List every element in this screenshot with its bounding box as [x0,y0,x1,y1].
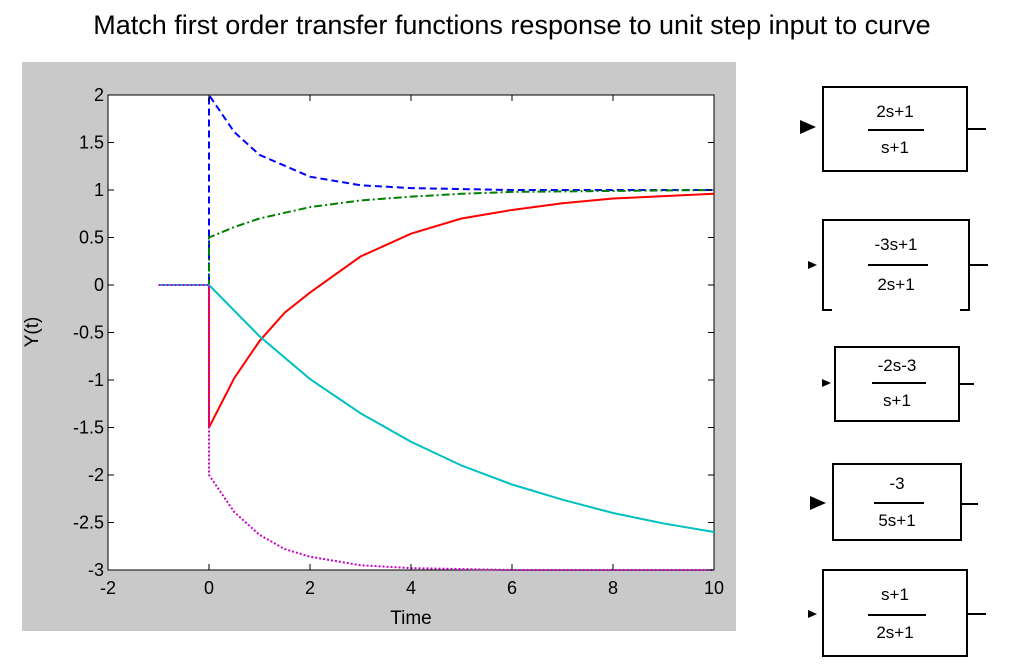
tf-denominator: 2s+1 [876,623,914,642]
fraction-bar [868,614,926,616]
tf-denominator: s+1 [881,138,909,157]
tf-denominator: s+1 [883,391,911,410]
fraction-bar [874,502,924,504]
y-tick-label: -0.5 [73,323,104,343]
x-tick-label: 8 [608,578,618,598]
series-line-3 [158,192,715,428]
tf-block-3[interactable]: -2s-3 s+1 [834,346,960,422]
input-arrow-icon [808,261,817,269]
tf-block-4[interactable]: -3 5s+1 [832,463,962,541]
output-wire [968,613,986,615]
fraction-bar [868,129,924,131]
y-tick-label: -1.5 [73,418,104,438]
step-response-chart: -2 0 2 4 6 8 10 2 1.5 1 0.5 0 -0.5 -1 -1.5 -2 -2.5 -3 Tim… [22,85,724,629]
tf-block-1[interactable]: 2s+1 s+1 [822,86,968,172]
input-arrow-icon [808,610,817,618]
y-tick-label: 2 [94,85,104,105]
x-tick-label: 10 [704,578,724,598]
x-tick-label: 6 [507,578,517,598]
input-arrow-icon [822,379,831,387]
output-wire [970,264,988,266]
tf-numerator: 2s+1 [876,102,914,121]
y-tick-label: -2 [88,465,104,485]
x-tick-label: 2 [305,578,315,598]
y-tick-label: -1 [88,370,104,390]
x-tick-label: 4 [406,578,416,598]
x-axis-label: Time [390,608,432,629]
page-title: Match first order transfer functions res… [93,10,931,40]
block-cutoff [832,302,960,312]
tf-numerator: s+1 [881,585,909,604]
fraction-bar [868,264,928,266]
tf-denominator: 2s+1 [877,275,915,294]
tf-block-5[interactable]: s+1 2s+1 [822,569,968,657]
axes-area [107,94,715,571]
tf-numerator: -2s-3 [877,356,917,375]
input-arrow-icon [800,120,816,134]
output-wire [962,503,978,505]
plot-panel: -2 0 2 4 6 8 10 2 1.5 1 0.5 0 -0.5 -1 -1.5 -2 -2.5 -3 Tim… [22,62,736,631]
output-wire [960,383,974,385]
series-line-2 [158,189,715,286]
y-tick-label: 0 [94,275,104,295]
x-tick-label: -2 [100,578,116,598]
y-tick-label: -2.5 [73,513,104,533]
series-line-4 [158,284,715,533]
tf-denominator: 5s+1 [878,511,916,530]
tf-block-2[interactable]: -3s+1 2s+1 [822,219,970,311]
output-wire [968,128,986,130]
y-tick-label: 0.5 [79,228,104,248]
y-tick-label: 1 [94,180,104,200]
y-tick-label: -3 [88,560,104,580]
input-arrow-icon [810,496,826,510]
fraction-bar [872,382,926,384]
series-line-1 [158,91,714,286]
tf-numerator: -3s+1 [874,235,918,254]
tf-numerator: -3 [889,474,905,493]
y-tick-label: 1.5 [79,133,104,153]
y-axis-label: Y(t) [22,317,43,348]
x-tick-label: 0 [204,578,214,598]
